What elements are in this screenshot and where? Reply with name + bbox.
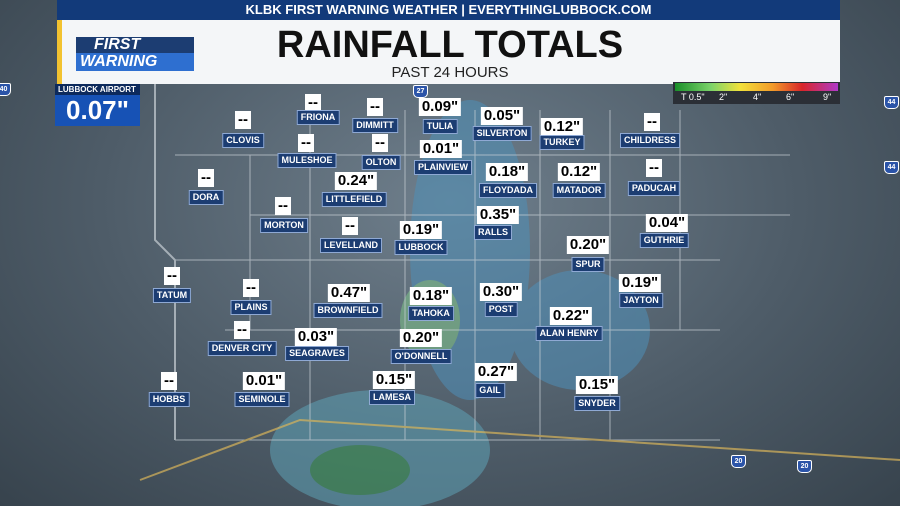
station-name: LEVELLAND bbox=[320, 238, 382, 253]
station-value: 0.05" bbox=[480, 107, 524, 125]
title: RAINFALL TOTALS bbox=[276, 24, 624, 66]
station-value: 0.18" bbox=[409, 287, 453, 305]
station-value: 0.15" bbox=[575, 376, 619, 394]
station-name: TAHOKA bbox=[408, 306, 454, 321]
station-name: BROWNFIELD bbox=[313, 303, 383, 318]
station-name: MORTON bbox=[260, 218, 308, 233]
station-value: -- bbox=[298, 134, 314, 152]
logo-bottom: WARNING bbox=[76, 53, 194, 71]
station-name: FLOYDADA bbox=[479, 183, 537, 198]
station-value: -- bbox=[342, 217, 358, 235]
station-name: DIMMITT bbox=[352, 118, 398, 133]
station-name: JAYTON bbox=[619, 293, 663, 308]
station-value: 0.01" bbox=[242, 372, 286, 390]
station-value: 0.12" bbox=[557, 163, 601, 181]
station-name: OLTON bbox=[361, 155, 401, 170]
station-name: O'DONNELL bbox=[390, 349, 452, 364]
station-name: MULESHOE bbox=[277, 153, 337, 168]
station-value: -- bbox=[644, 113, 660, 131]
accent bbox=[57, 20, 62, 84]
highway-shield: 44 bbox=[884, 96, 899, 109]
station-name: MATADOR bbox=[552, 183, 606, 198]
station-name: TURKEY bbox=[539, 135, 585, 150]
legend-label: 2" bbox=[719, 92, 728, 102]
station-value: 0.19" bbox=[399, 221, 443, 239]
station-name: PADUCAH bbox=[627, 181, 681, 196]
station-name: PLAINS bbox=[230, 300, 272, 315]
legend-label: T 0.5" bbox=[681, 92, 705, 102]
station-value: -- bbox=[367, 98, 383, 116]
station-value: 0.47" bbox=[327, 284, 371, 302]
station-name: GAIL bbox=[475, 383, 505, 398]
station-value: 0.35" bbox=[476, 206, 520, 224]
station-name: SPUR bbox=[571, 257, 605, 272]
banner: KLBK FIRST WARNING WEATHER | EVERYTHINGL… bbox=[57, 0, 840, 20]
station-value: -- bbox=[234, 321, 250, 339]
station-value: 0.01" bbox=[419, 140, 463, 158]
station-name: SNYDER bbox=[574, 396, 620, 411]
airport-value: 0.07" bbox=[55, 95, 140, 126]
station-value: 0.19" bbox=[618, 274, 662, 292]
legend-label: 6" bbox=[786, 92, 795, 102]
station-value: 0.04" bbox=[645, 214, 689, 232]
county-lines bbox=[139, 80, 900, 481]
highway-shield: 40 bbox=[0, 83, 11, 96]
highway-shield: 20 bbox=[797, 460, 812, 473]
station-name: LITTLEFIELD bbox=[321, 192, 387, 207]
station-name: GUTHRIE bbox=[639, 233, 689, 248]
legend-label: 4" bbox=[753, 92, 762, 102]
station-name: ALAN HENRY bbox=[535, 326, 603, 341]
station-name: POST bbox=[484, 302, 518, 317]
highway-shield: 27 bbox=[413, 85, 428, 98]
subtitle: PAST 24 HOURS bbox=[391, 64, 509, 81]
station-value: 0.22" bbox=[549, 307, 593, 325]
station-value: 0.30" bbox=[479, 283, 523, 301]
logo: FIRST WARNING bbox=[76, 37, 194, 71]
station-name: SILVERTON bbox=[472, 126, 532, 141]
station-value: 0.20" bbox=[566, 236, 610, 254]
station-name: CHILDRESS bbox=[619, 133, 681, 148]
station-value: -- bbox=[161, 372, 177, 390]
legend-label: 9" bbox=[823, 92, 832, 102]
station-value: 0.09" bbox=[418, 98, 462, 116]
station-name: LAMESA bbox=[369, 390, 415, 405]
station-name: SEMINOLE bbox=[234, 392, 290, 407]
station-value: 0.27" bbox=[474, 363, 518, 381]
station-name: TULIA bbox=[422, 119, 458, 134]
station-value: -- bbox=[243, 279, 259, 297]
station-value: 0.20" bbox=[399, 329, 443, 347]
station-value: -- bbox=[372, 134, 388, 152]
station-value: -- bbox=[198, 169, 214, 187]
airport-box: LUBBOCK AIRPORT 0.07" bbox=[55, 84, 140, 126]
station-name: SEAGRAVES bbox=[285, 346, 349, 361]
station-value: 0.24" bbox=[334, 172, 378, 190]
station-value: -- bbox=[305, 94, 321, 112]
highway-shield: 20 bbox=[731, 455, 746, 468]
station-value: 0.18" bbox=[485, 163, 529, 181]
station-name: RALLS bbox=[474, 225, 512, 240]
station-name: TATUM bbox=[152, 288, 192, 303]
station-name: FRIONA bbox=[296, 110, 340, 125]
station-value: 0.12" bbox=[540, 118, 584, 136]
airport-label: LUBBOCK AIRPORT bbox=[55, 84, 140, 95]
legend-bar bbox=[675, 83, 838, 91]
highway-shield: 44 bbox=[884, 161, 899, 174]
station-name: DORA bbox=[188, 190, 224, 205]
station-value: -- bbox=[646, 159, 662, 177]
station-value: -- bbox=[164, 267, 180, 285]
station-name: HOBBS bbox=[148, 392, 190, 407]
station-name: DENVER CITY bbox=[207, 341, 277, 356]
station-value: 0.15" bbox=[372, 371, 416, 389]
station-name: PLAINVIEW bbox=[413, 160, 473, 175]
station-value: -- bbox=[275, 197, 291, 215]
station-name: LUBBOCK bbox=[394, 240, 448, 255]
station-name: CLOVIS bbox=[222, 133, 264, 148]
station-value: -- bbox=[235, 111, 251, 129]
legend: T 0.5" 2" 4" 6" 9" bbox=[673, 82, 840, 104]
station-value: 0.03" bbox=[294, 328, 338, 346]
logo-top: FIRST bbox=[76, 37, 194, 53]
